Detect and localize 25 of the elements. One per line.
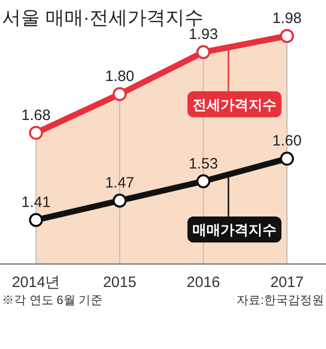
data-label: 1.93 (188, 26, 218, 44)
point (112, 87, 127, 102)
point (280, 152, 294, 166)
point (280, 29, 294, 43)
data-label: 1.47 (105, 174, 134, 192)
annotation: ※각 연도 6월 기준 (2, 293, 103, 307)
annotation: 자료:한국감정원 (236, 293, 324, 307)
data-label: 1.80 (105, 68, 134, 86)
data-label: 1.98 (272, 10, 302, 27)
data-label: 1.53 (188, 155, 218, 172)
series-label: 전세가격지수 (192, 96, 276, 112)
x-tick-label: 2014년 (12, 274, 60, 291)
x-tick-label: 2015 (102, 274, 136, 291)
data-label: 1.60 (272, 132, 302, 150)
x-tick-label: 2017 (270, 274, 304, 291)
point (196, 45, 210, 60)
point (29, 213, 43, 227)
point (112, 194, 127, 208)
point (29, 126, 43, 140)
x-tick-label: 2016 (186, 274, 220, 291)
text: 매매가격지수 (192, 221, 276, 238)
point (196, 174, 210, 188)
chart-title: 서울 매매·전세가격지수 (2, 8, 204, 29)
data-label: 1.41 (21, 194, 51, 211)
data-label: 1.68 (21, 106, 51, 124)
